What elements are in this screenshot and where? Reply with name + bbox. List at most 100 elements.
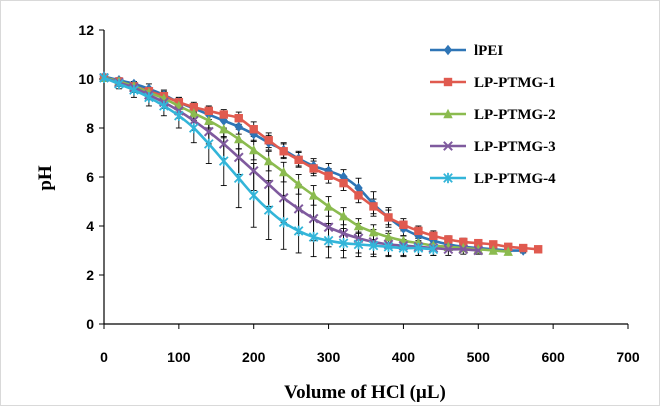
legend-item: LP-PTMG-2 (430, 107, 556, 123)
series-group (99, 71, 543, 256)
data-point (144, 92, 154, 103)
legend-label: LP-PTMG-4 (474, 171, 556, 187)
marker-stroke (278, 192, 289, 203)
data-point (188, 115, 199, 126)
data-point (129, 84, 139, 96)
data-point (263, 155, 274, 166)
data-point (474, 238, 483, 248)
data-point (323, 235, 334, 246)
data-point (443, 244, 454, 255)
x-tick-label: 500 (467, 349, 491, 365)
data-point (203, 138, 214, 150)
data-point (219, 110, 228, 119)
data-point (293, 179, 304, 189)
data-point (353, 220, 364, 231)
data-point (489, 240, 498, 249)
y-tick-label: 8 (86, 120, 94, 136)
data-point (279, 147, 288, 156)
data-point (398, 242, 409, 254)
data-point (324, 171, 333, 180)
data-point (234, 114, 243, 123)
data-point (278, 217, 289, 228)
data-point (263, 204, 274, 216)
data-point (249, 144, 259, 155)
data-point (203, 126, 214, 137)
data-point (188, 122, 199, 134)
data-point (399, 220, 408, 229)
data-point (218, 155, 229, 167)
marker-stroke (188, 115, 199, 126)
legend-label: LP-PTMG-2 (474, 107, 556, 123)
legend-label: LP-PTMG-3 (474, 139, 556, 155)
data-point (293, 203, 304, 214)
data-point (354, 182, 363, 194)
y-tick-label: 6 (86, 169, 94, 185)
data-point (99, 72, 109, 83)
marker-stroke (458, 244, 469, 255)
data-point (353, 239, 364, 250)
legend-item: LP-PTMG-3 (430, 139, 556, 155)
data-point (488, 245, 498, 255)
series-lp-ptmg-1 (99, 73, 543, 254)
marker-stroke (338, 228, 349, 239)
data-point (248, 190, 259, 201)
marker-stroke (308, 213, 319, 224)
y-tick-label: 4 (86, 218, 94, 234)
data-point (234, 121, 243, 132)
legend-marker (443, 108, 453, 119)
data-point (458, 244, 469, 255)
y-axis-label: pH (35, 165, 56, 191)
data-point (233, 152, 244, 163)
data-point (503, 246, 513, 256)
data-point (308, 213, 319, 224)
marker-stroke (203, 126, 214, 137)
legend-label: LP-PTMG-1 (474, 75, 556, 91)
data-point (249, 125, 258, 134)
data-point (323, 201, 334, 211)
data-point (428, 244, 439, 255)
legend: lPEI LP-PTMG-1 LP-PTMG-2 LP-PTMG-3 LP-PTMG-4 (430, 43, 556, 187)
legend-marker (443, 172, 453, 184)
data-point (354, 191, 363, 200)
x-tick-label: 600 (541, 349, 565, 365)
data-point (519, 243, 528, 253)
data-point (383, 241, 394, 253)
data-point (189, 102, 199, 112)
x-tick-label: 300 (317, 349, 341, 365)
data-point (383, 231, 394, 242)
data-point (159, 100, 169, 112)
marker-stroke (473, 245, 484, 256)
y-tick-label: 10 (78, 71, 94, 87)
data-point (338, 228, 349, 239)
data-point (338, 237, 349, 249)
data-point (174, 110, 184, 121)
data-point (234, 133, 244, 144)
series-lp-ptmg-4 (99, 72, 439, 255)
legend-item: LP-PTMG-4 (430, 171, 556, 187)
marker-stroke (293, 203, 304, 214)
y-tick-label: 0 (86, 316, 94, 332)
data-point (219, 124, 229, 134)
marker-stroke (233, 152, 244, 163)
y-tick-label: 12 (78, 22, 94, 38)
data-point (444, 235, 453, 244)
x-tick-label: 200 (242, 349, 266, 365)
data-point (278, 192, 289, 203)
legend-marker (443, 44, 453, 56)
x-tick-label: 100 (167, 349, 191, 365)
legend-item: lPEI (430, 43, 503, 59)
marker-stroke (443, 244, 454, 255)
data-point (429, 231, 438, 240)
data-point (114, 78, 124, 90)
legend-marker (443, 141, 453, 151)
data-point (413, 242, 424, 254)
marker-stroke (218, 139, 229, 149)
data-point (189, 108, 199, 118)
data-point (263, 179, 274, 190)
data-point (204, 115, 214, 125)
y-tick-label: 2 (86, 267, 94, 283)
data-point (384, 213, 393, 222)
data-point (204, 106, 213, 116)
data-point (294, 155, 303, 165)
